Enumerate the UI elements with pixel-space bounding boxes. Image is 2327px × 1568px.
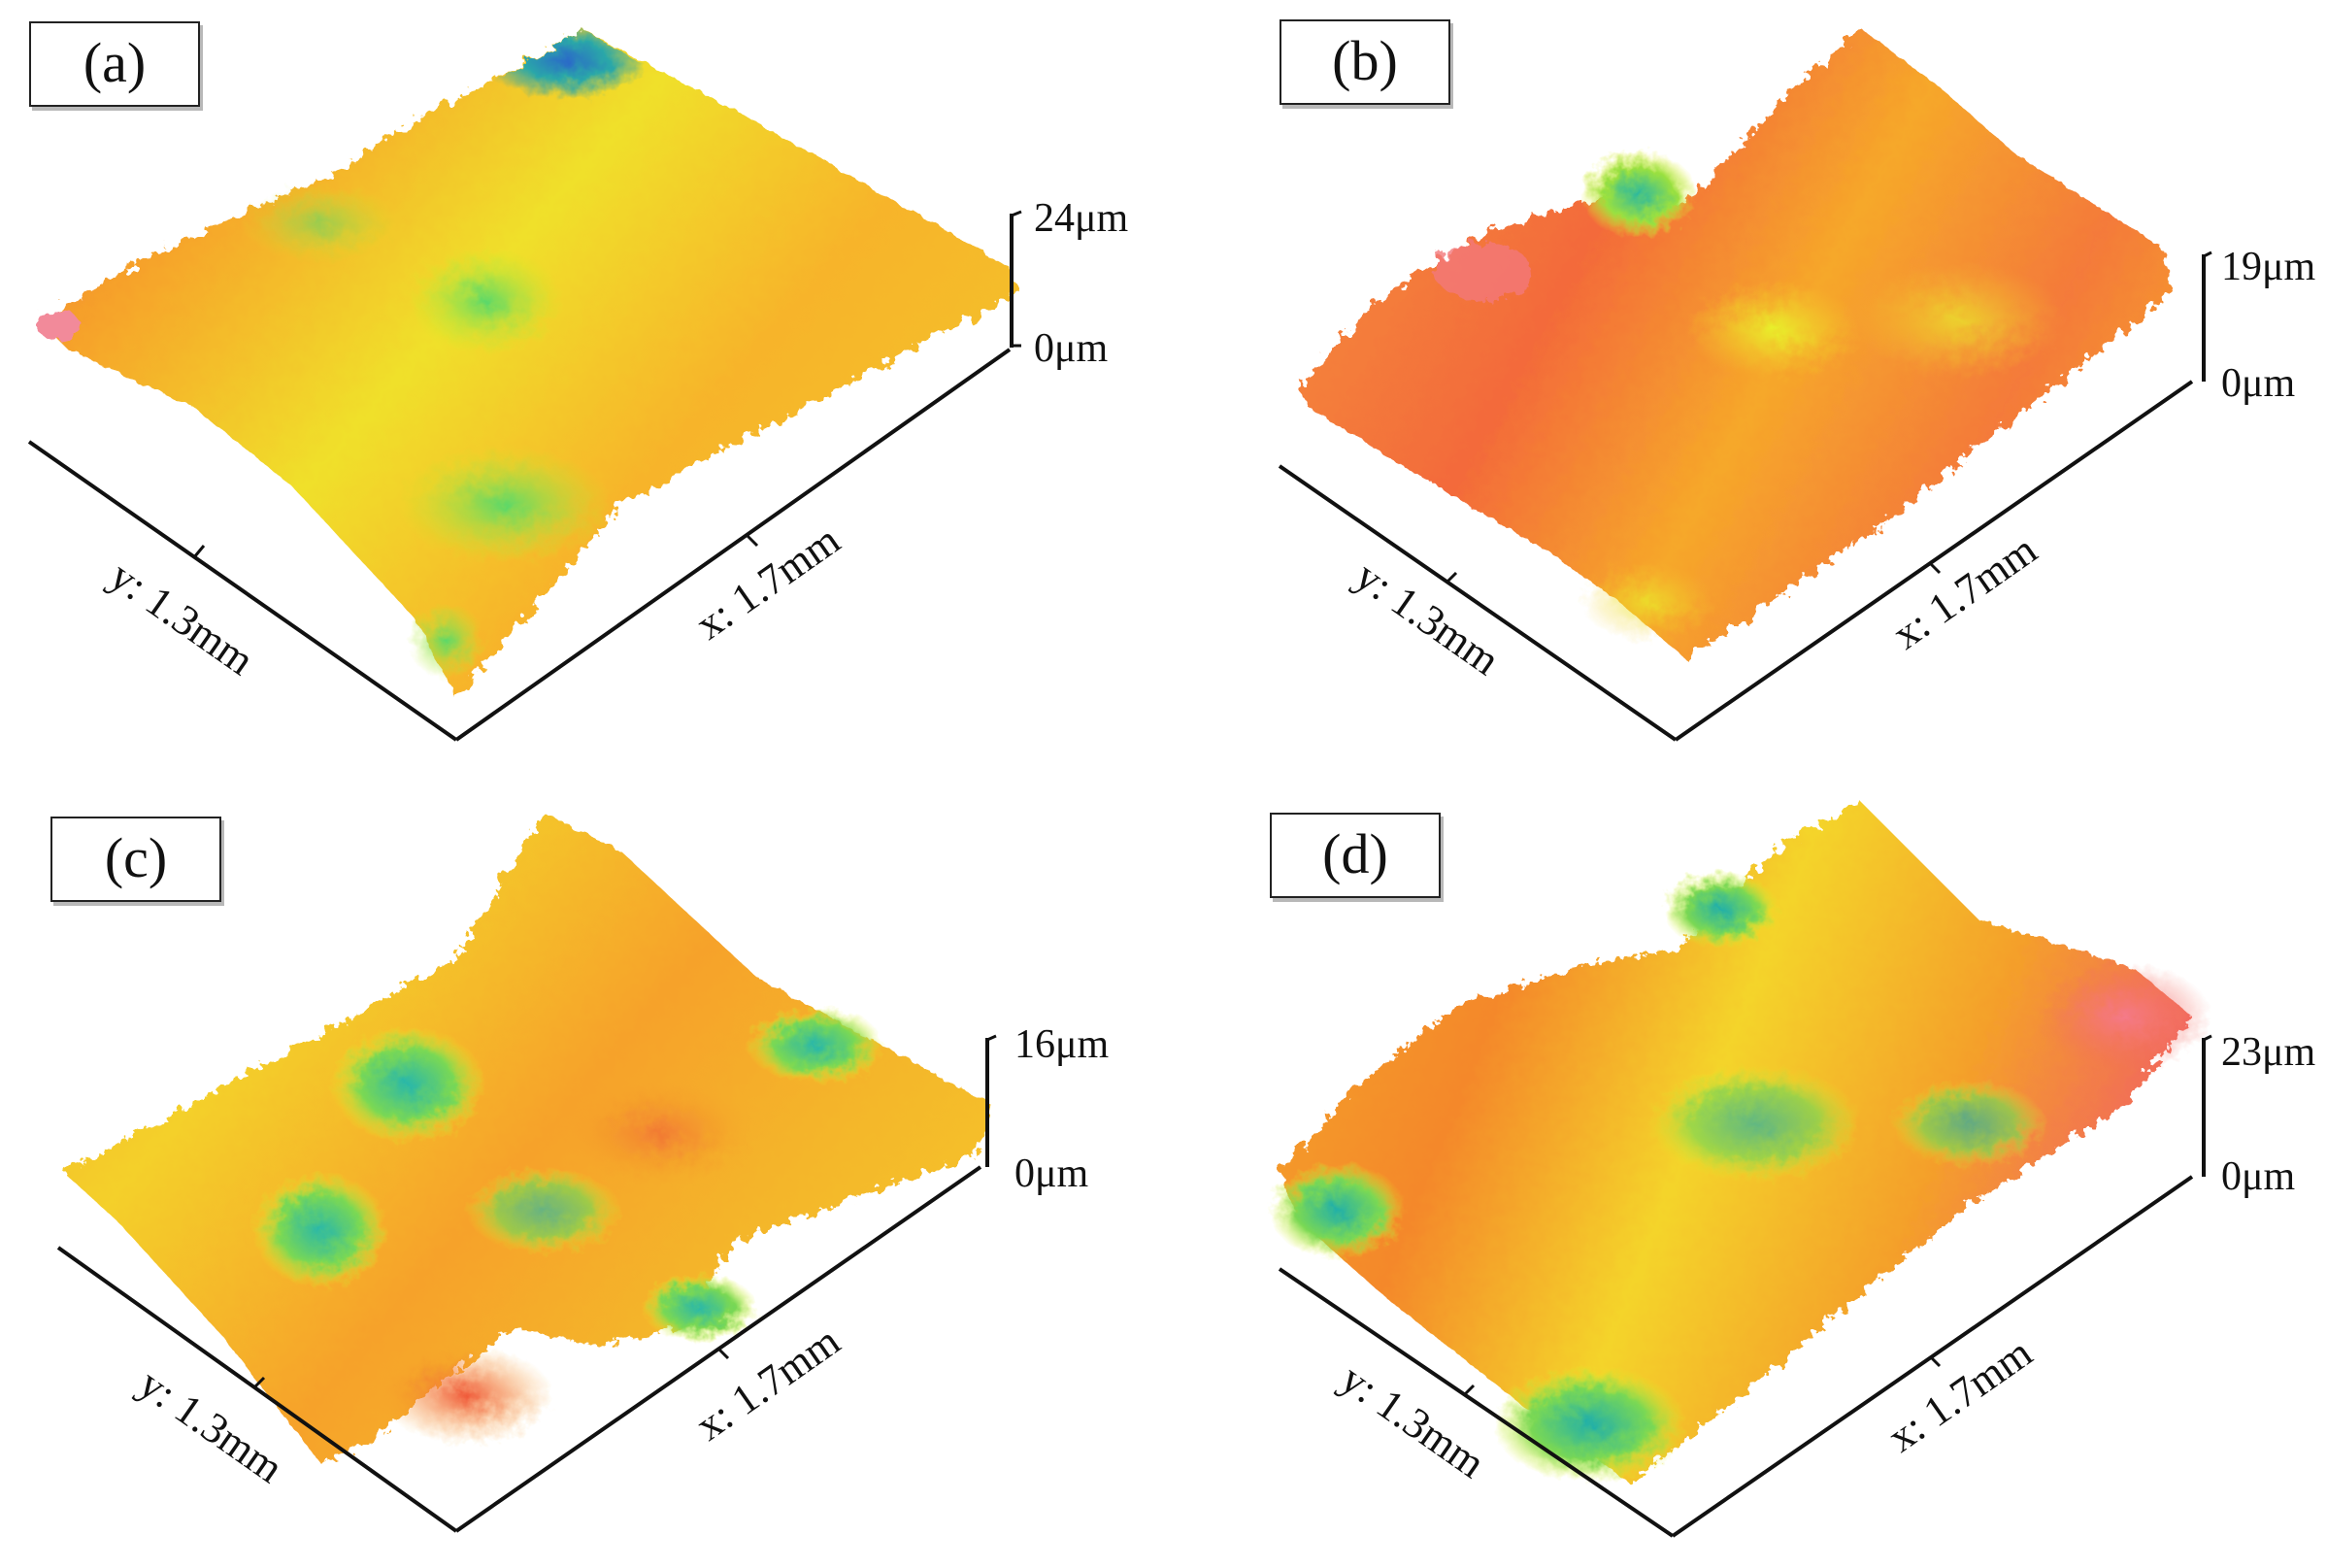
z-min-label: 0μm — [2221, 361, 2296, 406]
panel-c: (c) — [0, 784, 1163, 1567]
x-axis-line — [1671, 1175, 2194, 1538]
y-axis-label: y: 1.3mm — [1332, 1354, 1493, 1487]
panel-label: (c) — [50, 817, 221, 902]
z-max-label: 24μm — [1034, 196, 1129, 241]
y-axis-line — [1278, 1267, 1675, 1538]
y-axis-label: y: 1.3mm — [1346, 551, 1508, 684]
surface-plot: 24μm 0μm y: 1.3mm x: 1.7mm — [27, 29, 1129, 742]
z-max-label: 16μm — [1014, 1022, 1110, 1067]
panel-label: (d) — [1270, 813, 1441, 898]
surface-plot: 16μm 0μm y: 1.3mm x: 1.7mm — [56, 813, 1110, 1533]
panel-d: (d) — [1163, 784, 2326, 1567]
z-min-label: 0μm — [1034, 326, 1109, 371]
x-axis-label: x: 1.7mm — [1884, 525, 2045, 658]
y-axis-line — [56, 1246, 458, 1533]
x-axis-label: x: 1.7mm — [687, 516, 848, 649]
panel-a: (a) — [0, 0, 1163, 784]
panel-b: (b) — [1163, 0, 2326, 784]
z-max-label: 23μm — [2221, 1030, 2316, 1075]
x-axis-line — [454, 348, 1012, 742]
y-axis-label: y: 1.3mm — [101, 551, 262, 684]
z-min-label: 0μm — [1014, 1151, 1089, 1196]
surface-high-region — [379, 29, 718, 184]
y-axis-line — [27, 440, 458, 742]
x-axis-line — [1674, 380, 2194, 742]
x-axis-label: x: 1.7mm — [1879, 1328, 2041, 1461]
z-min-label: 0μm — [2221, 1154, 2296, 1199]
panel-label: (b) — [1280, 19, 1450, 105]
y-axis-line — [1278, 464, 1678, 742]
z-max-label: 19μm — [2221, 245, 2316, 289]
panel-label: (a) — [29, 21, 200, 107]
surface-plot: 19μm 0μm y: 1.3mm x: 1.7mm — [1278, 29, 2316, 742]
surface — [63, 813, 990, 1463]
surface-plot: 23μm 0μm y: 1.3mm x: 1.7mm — [1270, 803, 2316, 1538]
